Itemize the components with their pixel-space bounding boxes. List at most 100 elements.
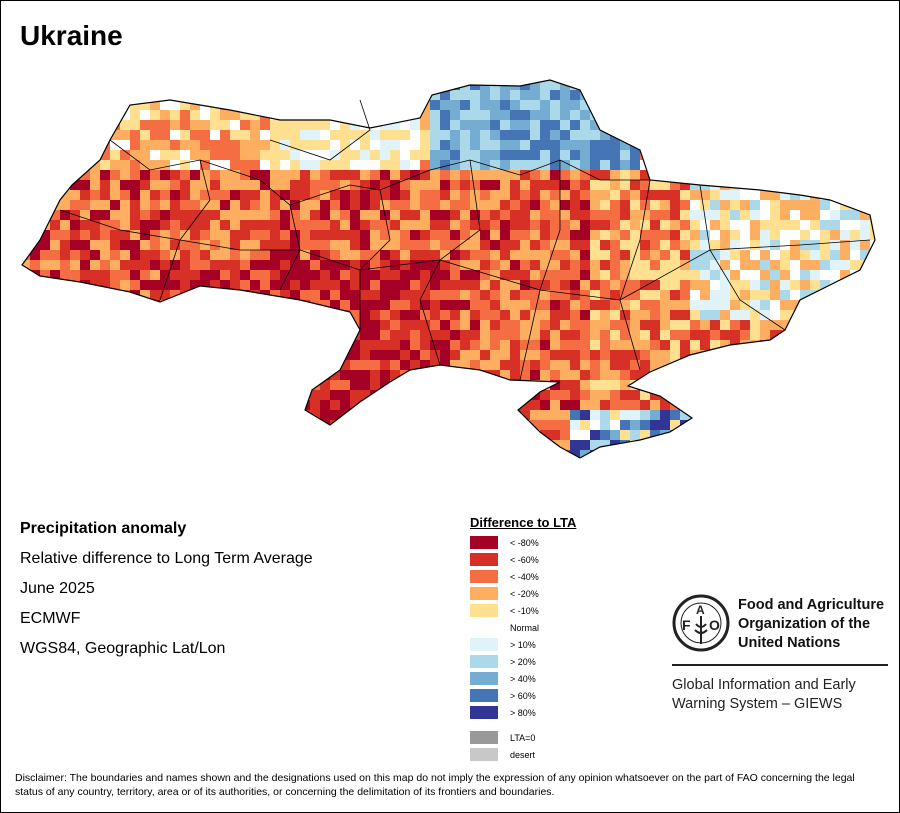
grid-cell [130, 450, 140, 458]
grid-cell [140, 400, 150, 410]
grid-cell [40, 310, 50, 320]
grid-cell [550, 140, 560, 150]
grid-cell [680, 320, 690, 330]
grid-cell [480, 400, 490, 410]
grid-cell [470, 220, 480, 230]
grid-cell [250, 300, 260, 310]
grid-cell [580, 380, 590, 390]
grid-cell [440, 350, 450, 360]
grid-cell [720, 390, 730, 400]
grid-cell [480, 340, 490, 350]
grid-cell [410, 400, 420, 410]
grid-cell [810, 280, 820, 290]
grid-cell [170, 150, 180, 160]
grid-cell [630, 370, 640, 380]
grid-cell [230, 250, 240, 260]
grid-cell [550, 80, 560, 90]
grid-cell [490, 310, 500, 320]
grid-cell [450, 410, 460, 420]
grid-cell [60, 260, 70, 270]
grid-cell [260, 340, 270, 350]
grid-cell [470, 120, 480, 130]
grid-cell [380, 170, 390, 180]
grid-cell [620, 430, 630, 440]
grid-cell [500, 270, 510, 280]
grid-cell [290, 150, 300, 160]
grid-cell [190, 110, 200, 120]
country-border [21, 79, 876, 459]
legend-label: < -40% [510, 571, 539, 582]
grid-cell [660, 430, 670, 440]
grid-cell [150, 160, 160, 170]
grid-cell [620, 390, 630, 400]
grid-cell [740, 400, 750, 410]
grid-cell [820, 450, 830, 458]
grid-cell [300, 210, 310, 220]
grid-cell [140, 180, 150, 190]
grid-cell [520, 310, 530, 320]
grid-cell [70, 220, 80, 230]
grid-cell [770, 170, 780, 180]
grid-cell [660, 150, 670, 160]
grid-cell [600, 150, 610, 160]
grid-cell [170, 390, 180, 400]
grid-cell [200, 220, 210, 230]
grid-cell [790, 280, 800, 290]
grid-cell [440, 140, 450, 150]
grid-cell [250, 340, 260, 350]
grid-cell [830, 270, 840, 280]
grid-cell [770, 130, 780, 140]
grid-cell [540, 110, 550, 120]
grid-cell [40, 450, 50, 458]
grid-cell [860, 340, 870, 350]
grid-cell [790, 190, 800, 200]
grid-cell [100, 250, 110, 260]
grid-cell [90, 400, 100, 410]
grid-cell [250, 350, 260, 360]
grid-cell [22, 270, 30, 280]
grid-cell [40, 110, 50, 120]
grid-cell [230, 80, 240, 90]
grid-cell [110, 230, 120, 240]
grid-cell [700, 160, 710, 170]
grid-cell [200, 310, 210, 320]
grid-cell [220, 380, 230, 390]
grid-cell [850, 280, 860, 290]
grid-cell [600, 430, 610, 440]
grid-cell [630, 320, 640, 330]
grid-cell [580, 240, 590, 250]
grid-cell [440, 160, 450, 170]
grid-cell [450, 90, 460, 100]
grid-cell [150, 270, 160, 280]
grid-cell [110, 170, 120, 180]
grid-cell [440, 190, 450, 200]
grid-cell [490, 220, 500, 230]
grid-cell [730, 230, 740, 240]
grid-cell [500, 360, 510, 370]
grid-cell [600, 280, 610, 290]
grid-cell [30, 390, 40, 400]
grid-cell [430, 80, 440, 90]
grid-cell [450, 150, 460, 160]
grid-cell [60, 100, 70, 110]
grid-cell [840, 150, 850, 160]
grid-cell [610, 150, 620, 160]
grid-cell [250, 260, 260, 270]
grid-cell [390, 150, 400, 160]
grid-cell [390, 190, 400, 200]
grid-cell [130, 370, 140, 380]
grid-cell [510, 170, 520, 180]
grid-cell [210, 350, 220, 360]
grid-cell [850, 370, 860, 380]
grid-cell [640, 180, 650, 190]
grid-cell [390, 420, 400, 430]
grid-cell [580, 300, 590, 310]
grid-cell [490, 90, 500, 100]
grid-cell [190, 290, 200, 300]
grid-cell [380, 200, 390, 210]
grid-cell [260, 380, 270, 390]
grid-cell [470, 280, 480, 290]
grid-cell [760, 390, 770, 400]
grid-cell [120, 170, 130, 180]
grid-cell [440, 440, 450, 450]
